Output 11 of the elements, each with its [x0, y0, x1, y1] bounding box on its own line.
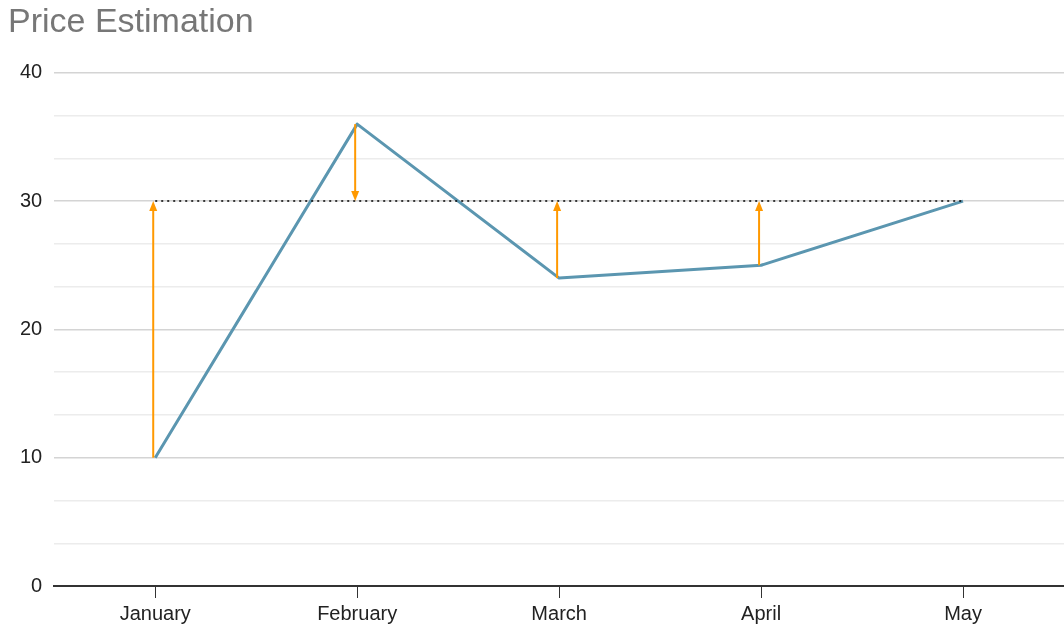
x-tick-label: April: [741, 601, 782, 624]
x-tick-label: February: [317, 601, 398, 624]
y-tick-label: 30: [20, 188, 43, 211]
x-tick-label: January: [119, 601, 191, 624]
y-tick-label: 0: [31, 573, 43, 596]
y-tick-label: 10: [20, 445, 43, 468]
y-tick-label: 20: [20, 316, 43, 339]
chart-title: Price Estimation: [8, 0, 254, 39]
y-tick-label: 40: [20, 60, 43, 83]
x-tick-label: May: [944, 601, 982, 624]
x-tick-label: March: [531, 601, 587, 624]
